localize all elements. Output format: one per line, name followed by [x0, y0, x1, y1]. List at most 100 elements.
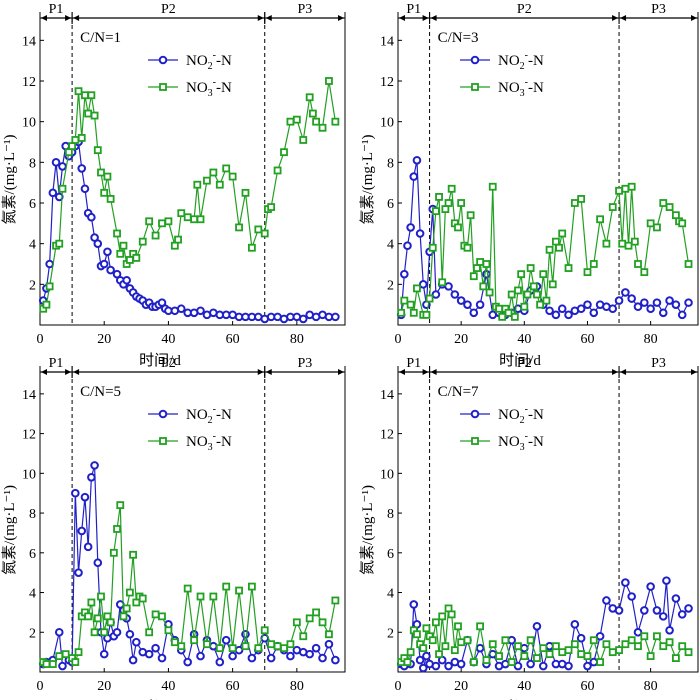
x-tick-label: 80 [290, 679, 304, 694]
no3-point [627, 182, 636, 191]
y-tick-label: 6 [387, 197, 394, 212]
no3-point [507, 658, 516, 666]
no3-point [596, 658, 605, 666]
no2-point [513, 661, 523, 671]
no3-point [438, 612, 447, 621]
no3-point [193, 180, 202, 189]
phase-label: P3 [651, 2, 666, 17]
no2-point [475, 300, 485, 309]
no2-point [415, 229, 425, 238]
no3-point [58, 184, 67, 193]
no2-point [595, 631, 605, 641]
phase-arrow-head-right [65, 15, 72, 21]
no3-point [286, 640, 295, 649]
no2-point [112, 627, 122, 637]
no3-point [145, 628, 154, 637]
no3-point [280, 644, 288, 653]
no3-point [435, 192, 443, 201]
no3-point [495, 652, 503, 661]
no3-point [87, 598, 96, 607]
no2-point [132, 637, 141, 647]
no3-point [476, 258, 485, 266]
no2-line [42, 465, 336, 668]
no3-point [473, 264, 481, 272]
no3-point [84, 612, 93, 621]
y-tick-label: 2 [387, 626, 394, 641]
legend-no3-label: NO3--N [186, 431, 232, 453]
no2-point [627, 592, 636, 601]
no3-point [482, 656, 491, 664]
no2-point [557, 304, 567, 314]
no2-point [621, 288, 630, 297]
y-tick-label: 6 [29, 547, 36, 562]
no3-point [170, 638, 179, 647]
no2-point [658, 308, 668, 318]
y-tick-label: 6 [29, 197, 36, 212]
no2-point [311, 643, 321, 653]
no2-point [77, 526, 87, 536]
no3-point [671, 654, 680, 662]
no3-point [164, 626, 173, 635]
x-tick-label: 60 [580, 332, 594, 347]
no3-point [325, 77, 333, 85]
no2-point [99, 649, 109, 659]
x-tick-label: 60 [580, 679, 594, 694]
no3-point [447, 610, 456, 619]
legend-no2-marker [470, 409, 480, 419]
no2-point [538, 661, 548, 671]
no3-point [419, 644, 428, 653]
no3-point [602, 239, 611, 248]
no2-point [80, 184, 90, 194]
no2-point [128, 655, 138, 665]
y-tick-label: 4 [29, 238, 36, 253]
no2-point [125, 629, 135, 639]
no3-point [312, 608, 321, 617]
no2-point [646, 304, 655, 314]
no3-point [435, 650, 443, 659]
no2-point [144, 649, 154, 659]
phase-label: P2 [161, 356, 176, 371]
no2-point [671, 300, 681, 309]
no3-point [267, 203, 276, 211]
x-tick-label: 20 [454, 679, 468, 694]
no3-point [454, 223, 462, 232]
no3-point [517, 270, 526, 279]
no2-point [665, 625, 674, 635]
no3-point [174, 235, 182, 244]
legend-no2-marker [470, 55, 480, 65]
no3-point [406, 300, 415, 309]
no2-point [456, 659, 466, 669]
no3-point [542, 296, 551, 305]
legend-no3-marker [159, 83, 167, 91]
no3-point [209, 168, 218, 177]
no2-point [90, 461, 99, 470]
no3-point [55, 652, 64, 661]
no3-point [196, 592, 205, 601]
no3-point [409, 308, 418, 317]
no2-point [614, 296, 624, 305]
no2-line [400, 580, 689, 670]
y-axis-label: 氮素/(mg·L⁻¹) [359, 485, 376, 575]
no3-series [39, 501, 340, 668]
y-tick-label: 10 [22, 116, 36, 131]
no2-point [157, 653, 167, 663]
no3-point [476, 622, 485, 631]
phase-arrow-head-left [399, 369, 405, 375]
panel-2: P1 P2 P3 0 20 40 60 80 2 4 6 8 10 12 14 时间/d 氮素/(mg·L⁻¹)… [359, 2, 699, 369]
no2-point [665, 296, 674, 305]
no2-point [526, 659, 535, 669]
no3-point [109, 548, 118, 557]
no2-point [456, 296, 466, 305]
no2-point [106, 265, 115, 275]
phase-arrow-head-left [73, 369, 80, 375]
no3-point [190, 636, 199, 645]
no2-point [403, 241, 412, 250]
no3-point [457, 638, 466, 647]
legend: NO2--N NO3--N [148, 50, 232, 99]
no3-point [447, 184, 456, 193]
y-tick-label: 10 [22, 467, 36, 482]
no3-point [93, 614, 102, 623]
no3-point [325, 630, 333, 639]
legend-no3-label: NO3--N [498, 431, 544, 453]
phase-arrow-head-right [612, 369, 619, 375]
